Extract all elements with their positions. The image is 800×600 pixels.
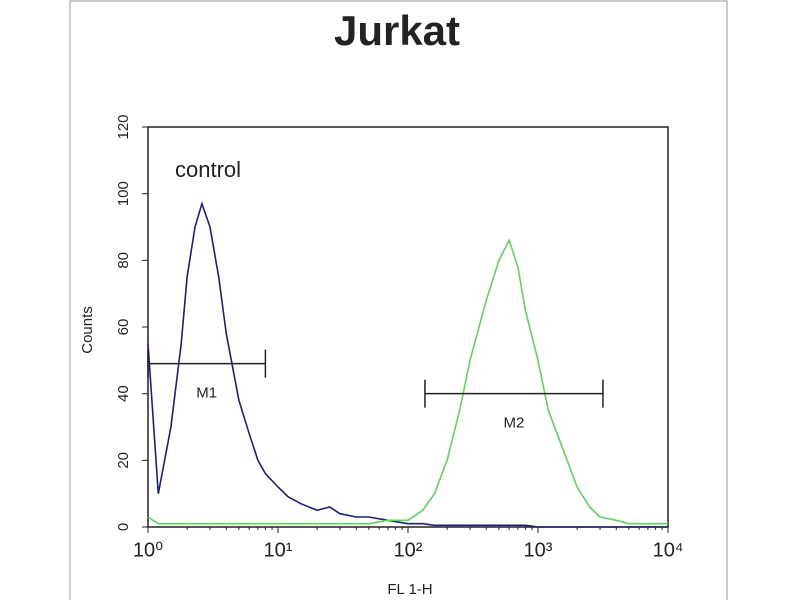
x-tick-label: 10¹ xyxy=(264,539,293,561)
y-tick-label: 120 xyxy=(115,114,132,139)
y-tick-label: 80 xyxy=(115,252,132,269)
marker-label: M1 xyxy=(196,385,217,402)
x-tick-label: 10⁰ xyxy=(133,539,163,561)
y-tick-label: 100 xyxy=(115,181,132,206)
y-tick-label: 60 xyxy=(115,319,132,336)
histogram-line xyxy=(147,238,668,525)
x-tick-label: 10³ xyxy=(524,539,553,561)
x-axis-label: FL 1-H xyxy=(387,581,432,598)
x-tick-label: 10⁴ xyxy=(653,539,684,561)
x-tick-label: 10² xyxy=(394,539,423,561)
chart-title: Jurkat xyxy=(334,7,460,54)
y-axis-label: Counts xyxy=(79,306,96,354)
frame xyxy=(69,0,728,600)
y-tick-label: 0 xyxy=(115,523,132,531)
series-annotation: control xyxy=(175,157,241,182)
histogram-line xyxy=(147,201,668,528)
marker-label: M2 xyxy=(504,415,525,432)
y-tick-label: 40 xyxy=(115,385,132,402)
y-tick-label: 20 xyxy=(115,452,132,469)
